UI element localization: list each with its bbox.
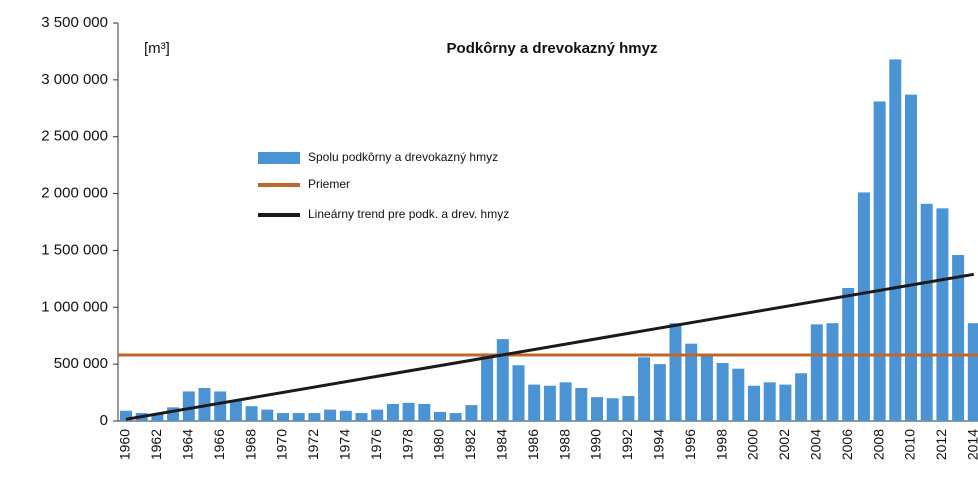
- legend-label: Lineárny trend pre podk. a drev. hmyz: [308, 207, 509, 221]
- bar: [873, 101, 886, 421]
- bar: [528, 384, 541, 421]
- x-tick-label: 2010: [902, 429, 918, 460]
- bar: [355, 413, 368, 421]
- x-tick-label: 2008: [870, 429, 886, 460]
- x-tick-label: 1962: [148, 429, 164, 460]
- bar: [543, 385, 556, 421]
- y-tick-label: 0: [100, 412, 108, 429]
- bar: [857, 192, 870, 421]
- y-tick-label: 1 500 000: [41, 241, 108, 258]
- bar: [653, 364, 666, 421]
- bar: [622, 395, 635, 421]
- bar: [512, 365, 525, 421]
- bar: [920, 203, 933, 421]
- x-tick-label: 1994: [651, 429, 667, 460]
- trend-line: [125, 272, 975, 421]
- bar: [685, 343, 698, 421]
- legend-label: Priemer: [308, 177, 350, 191]
- x-tick-label: 1996: [682, 429, 698, 460]
- x-tick-label: 2002: [776, 429, 792, 460]
- bar: [763, 382, 776, 421]
- bar: [151, 414, 164, 421]
- x-tick-label: 2006: [839, 429, 855, 460]
- bar: [496, 339, 509, 421]
- bar: [826, 323, 839, 421]
- bar: [386, 403, 399, 421]
- bar: [465, 405, 478, 421]
- legend-label: Spolu podkôrny a drevokazný hmyz: [308, 150, 498, 164]
- bar: [308, 413, 321, 421]
- x-tick-label: 1980: [431, 429, 447, 460]
- bar: [889, 59, 902, 421]
- x-tick-label: 1988: [556, 429, 572, 460]
- x-tick-label: 1986: [525, 429, 541, 460]
- bar: [779, 384, 792, 421]
- x-tick-label: 2014: [965, 429, 978, 460]
- bar: [402, 402, 415, 421]
- y-tick-label: 500 000: [54, 355, 108, 372]
- bar: [936, 208, 949, 421]
- x-tick-label: 2000: [745, 429, 761, 460]
- bar: [810, 324, 823, 421]
- x-tick-label: 1970: [274, 429, 290, 460]
- bar: [214, 391, 227, 421]
- x-tick-label: 1974: [337, 429, 353, 460]
- chart-title: Podkôrny a drevokazný hmyz: [447, 40, 658, 57]
- bar: [371, 409, 384, 421]
- x-tick-label: 1964: [180, 429, 196, 460]
- bar: [120, 410, 132, 421]
- bar: [638, 357, 651, 421]
- bar: [245, 406, 258, 421]
- x-tick-label: 1976: [368, 429, 384, 460]
- bar: [277, 413, 289, 421]
- bar: [575, 388, 588, 421]
- bar: [952, 254, 965, 421]
- y-tick-label: 3 000 000: [41, 71, 108, 88]
- bar: [261, 409, 274, 421]
- bar: [967, 323, 978, 421]
- legend-swatch: [258, 152, 300, 164]
- x-tick-label: 1992: [619, 429, 635, 460]
- bar: [339, 410, 352, 421]
- bar: [434, 411, 446, 421]
- bar: [700, 355, 713, 421]
- bar: [229, 400, 242, 421]
- bar: [606, 398, 619, 421]
- x-tick-label: 1960: [117, 429, 133, 460]
- bar: [324, 409, 337, 421]
- bar: [716, 363, 729, 421]
- bar: [732, 368, 745, 421]
- y-tick-label: 2 500 000: [41, 128, 108, 145]
- x-tick-label: 1978: [399, 429, 415, 460]
- y-tick-label: 2 000 000: [41, 185, 108, 202]
- bar: [748, 385, 760, 421]
- x-tick-label: 1990: [588, 429, 604, 460]
- x-tick-label: 1968: [242, 429, 258, 460]
- x-tick-label: 1982: [462, 429, 478, 460]
- bar: [481, 353, 494, 421]
- x-tick-label: 2004: [808, 429, 824, 460]
- x-tick-label: 2012: [933, 429, 949, 460]
- x-tick-label: 1998: [713, 429, 729, 460]
- unit-label: [m³]: [144, 40, 170, 57]
- x-tick-label: 1972: [305, 429, 321, 460]
- bar: [559, 382, 572, 421]
- y-tick-label: 3 500 000: [41, 14, 108, 31]
- x-tick-label: 1984: [494, 429, 510, 460]
- bar: [591, 397, 603, 421]
- bar: [182, 391, 195, 421]
- bar: [449, 413, 462, 421]
- bar: [669, 323, 682, 421]
- bar: [905, 94, 917, 421]
- x-tick-label: 1966: [211, 429, 227, 460]
- bar: [418, 403, 431, 421]
- bar: [795, 373, 808, 421]
- bar: [292, 413, 305, 421]
- y-tick-label: 1 000 000: [41, 298, 108, 315]
